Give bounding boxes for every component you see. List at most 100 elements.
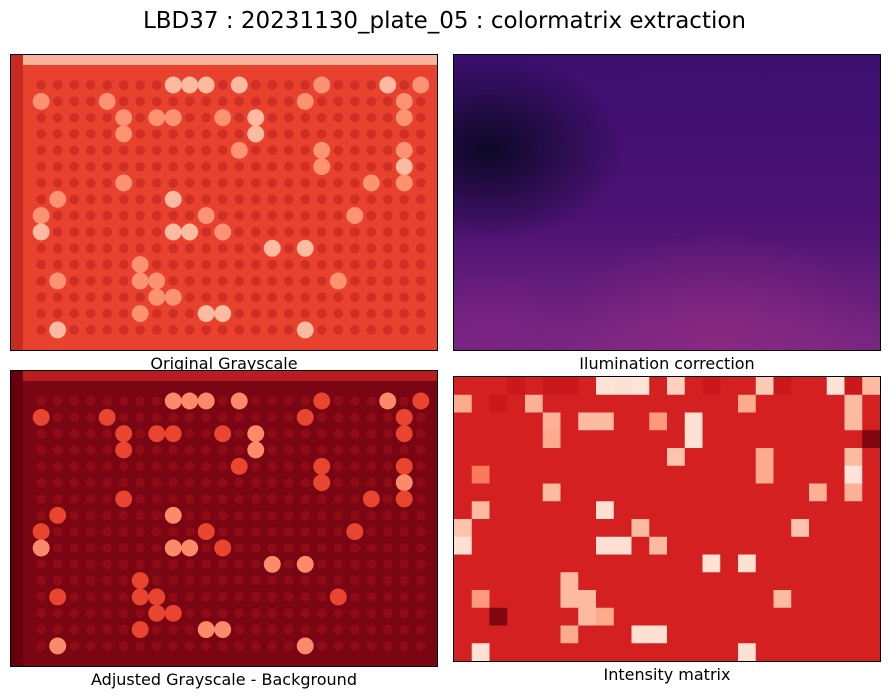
well xyxy=(234,161,245,172)
well xyxy=(415,461,426,472)
heatmap-cell xyxy=(578,448,597,467)
well xyxy=(102,259,113,270)
well xyxy=(69,510,80,521)
well xyxy=(382,178,393,188)
well xyxy=(234,543,245,553)
heatmap-cell xyxy=(791,412,810,431)
well xyxy=(184,194,195,205)
heatmap-cell xyxy=(737,377,757,396)
well xyxy=(395,425,413,443)
well xyxy=(69,543,80,553)
well xyxy=(333,243,344,254)
well xyxy=(267,210,278,221)
heatmap-cell xyxy=(667,430,686,449)
heatmap-cell xyxy=(684,554,703,573)
well xyxy=(118,145,129,156)
heatmap-cell xyxy=(560,519,579,538)
heatmap-cell xyxy=(773,465,792,484)
well xyxy=(316,259,327,270)
well xyxy=(382,559,393,570)
well xyxy=(69,112,80,123)
heatmap-cell xyxy=(684,572,703,591)
well xyxy=(135,80,146,90)
heatmap-cell xyxy=(507,536,526,555)
well xyxy=(164,76,182,94)
well xyxy=(300,227,311,237)
heatmap-cell xyxy=(667,607,686,626)
heatmap-cell xyxy=(489,465,508,484)
heatmap-cell xyxy=(524,377,544,396)
well xyxy=(399,526,410,537)
well xyxy=(102,461,113,472)
well xyxy=(234,276,245,286)
heatmap-cell xyxy=(773,448,792,467)
heatmap-cell xyxy=(524,554,544,573)
heatmap-cell xyxy=(596,465,615,484)
well xyxy=(164,109,182,127)
well xyxy=(399,592,410,602)
well xyxy=(49,588,67,606)
well xyxy=(267,292,278,303)
well xyxy=(85,227,96,237)
well xyxy=(85,276,96,286)
well xyxy=(197,305,215,322)
well xyxy=(184,412,195,423)
heatmap-cell xyxy=(613,430,632,449)
well xyxy=(36,145,47,156)
well xyxy=(197,392,215,410)
well xyxy=(415,178,426,188)
heatmap-cell xyxy=(773,501,792,520)
well xyxy=(250,276,261,286)
illumination-correction-caption: Ilumination correction xyxy=(579,354,755,373)
heatmap-cell xyxy=(826,377,845,396)
well xyxy=(382,575,393,586)
well xyxy=(267,161,278,172)
well xyxy=(115,441,133,459)
well xyxy=(168,129,179,139)
heatmap-cell xyxy=(862,625,880,644)
heatmap-cell xyxy=(471,483,490,502)
well xyxy=(217,259,228,270)
well xyxy=(412,392,430,410)
heatmap-cell xyxy=(613,501,632,520)
well xyxy=(184,145,195,156)
well xyxy=(399,259,410,270)
well xyxy=(184,259,195,270)
well xyxy=(349,494,360,504)
well xyxy=(148,272,166,290)
well xyxy=(135,396,146,406)
well xyxy=(366,526,377,537)
well xyxy=(283,428,294,439)
well xyxy=(366,624,377,635)
well xyxy=(36,292,47,303)
well xyxy=(102,243,113,254)
well xyxy=(217,178,228,188)
heatmap-cell xyxy=(596,536,615,555)
well xyxy=(366,292,377,303)
well xyxy=(283,575,294,586)
well xyxy=(168,178,179,188)
heatmap-cell xyxy=(649,607,668,626)
heatmap-cell xyxy=(844,536,863,555)
well xyxy=(164,223,182,241)
well xyxy=(283,608,294,619)
well xyxy=(316,112,327,123)
well xyxy=(250,227,261,237)
heatmap-cell xyxy=(507,625,526,644)
well xyxy=(267,325,278,335)
well xyxy=(217,80,228,90)
heatmap-cell xyxy=(720,412,739,431)
heatmap-cell xyxy=(631,394,650,413)
well xyxy=(135,494,146,504)
well xyxy=(36,461,47,472)
well xyxy=(102,526,113,537)
well xyxy=(316,624,327,635)
well xyxy=(234,624,245,635)
well xyxy=(267,145,278,156)
well xyxy=(69,494,80,504)
well xyxy=(201,243,212,254)
heatmap-cell xyxy=(596,572,615,591)
heatmap-cell xyxy=(649,643,668,661)
well xyxy=(349,477,360,488)
well xyxy=(300,461,311,472)
